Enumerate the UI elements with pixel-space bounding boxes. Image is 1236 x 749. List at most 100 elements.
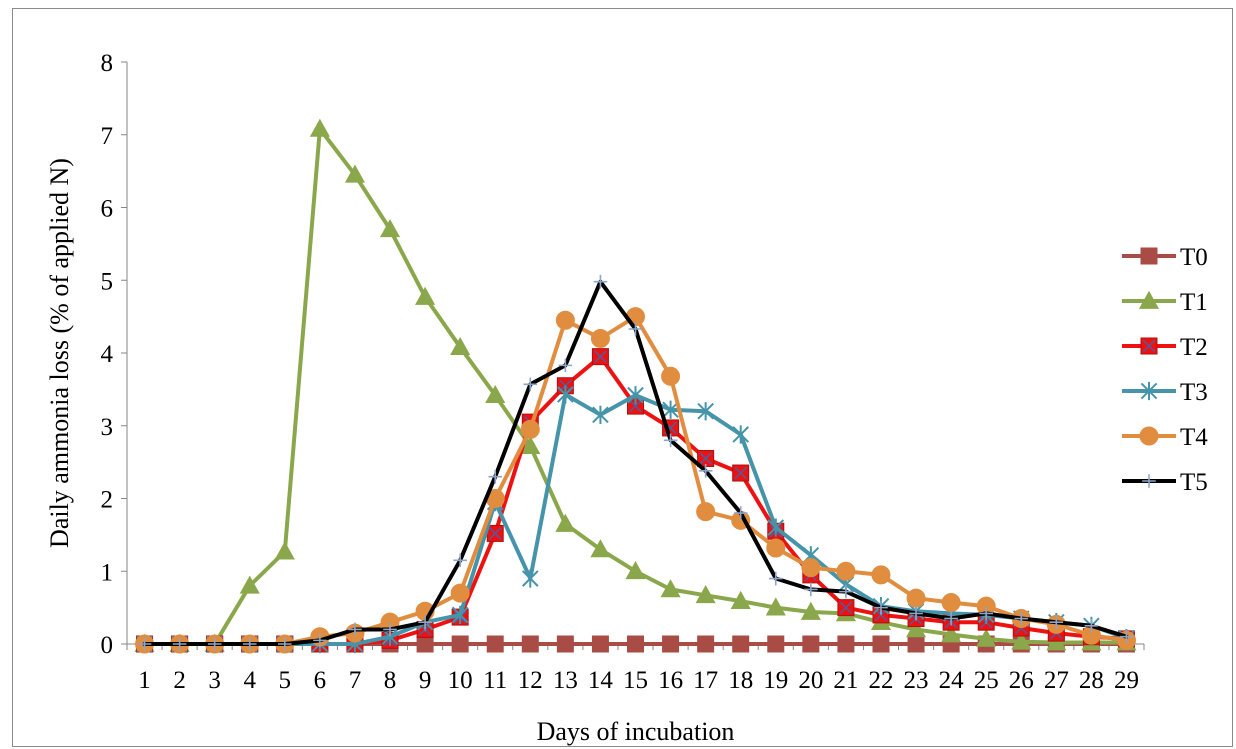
- data-point-T1: [555, 513, 576, 532]
- y-tick-label: 8: [101, 50, 114, 77]
- data-point-T1: [941, 624, 962, 643]
- data-point-T4: [941, 593, 961, 613]
- legend-label: T1: [1180, 289, 1208, 316]
- legend-marker: [1140, 337, 1158, 355]
- x-tick-label: 16: [658, 667, 683, 694]
- data-point-T3: [662, 400, 679, 419]
- data-point-T5: [523, 377, 538, 392]
- data-point-T4: [590, 328, 610, 348]
- data-point-T5: [874, 600, 888, 615]
- data-point-T0: [767, 635, 785, 653]
- data-point-T1: [450, 336, 471, 356]
- data-point-T0: [486, 635, 504, 653]
- legend-label: T2: [1180, 334, 1208, 361]
- legend-item-T3: T3: [1122, 379, 1208, 406]
- data-point-T0: [837, 635, 855, 653]
- legend-label: T0: [1180, 244, 1208, 271]
- x-tick-label: 5: [279, 667, 292, 694]
- data-point-T1: [976, 628, 997, 647]
- data-point-T5: [1049, 615, 1064, 629]
- data-point-T5: [593, 274, 608, 289]
- x-tick-label: 25: [974, 667, 999, 694]
- legend-marker: [1140, 247, 1158, 265]
- x-tick-label: 19: [763, 667, 788, 694]
- x-tick-label: 15: [623, 667, 648, 694]
- data-point-T0: [591, 635, 609, 653]
- x-tick-label: 8: [384, 667, 397, 694]
- data-point-T5: [383, 622, 397, 637]
- legend-item-T2: T2: [1122, 334, 1208, 361]
- data-point-T3: [767, 518, 785, 537]
- x-tick-label: 27: [1044, 667, 1069, 694]
- legend-marker: [1139, 426, 1159, 446]
- data-point-T4: [520, 419, 540, 439]
- legend-marker: [1140, 381, 1158, 401]
- x-tick-label: 28: [1079, 667, 1104, 694]
- data-point-T4: [836, 561, 856, 581]
- x-tick-label: 18: [728, 667, 753, 694]
- data-point-T5: [768, 571, 783, 586]
- data-point-T5: [558, 358, 573, 373]
- data-point-T5: [242, 637, 257, 651]
- data-point-T5: [909, 606, 923, 621]
- data-point-T5: [137, 637, 152, 651]
- data-point-T5: [1014, 611, 1029, 626]
- data-point-T5: [348, 622, 362, 637]
- data-point-T1: [239, 575, 260, 594]
- data-point-T1: [415, 286, 436, 305]
- legend-item-T1: T1: [1122, 289, 1208, 316]
- data-point-T3: [521, 569, 539, 588]
- data-point-T0: [556, 635, 574, 653]
- data-point-T5: [418, 615, 432, 629]
- data-point-T2: [486, 524, 504, 542]
- data-point-T5: [1084, 619, 1099, 633]
- data-point-T0: [662, 635, 680, 653]
- data-point-T1: [344, 164, 365, 183]
- data-point-T5: [1119, 629, 1134, 644]
- legend-item-T4: T4: [1122, 424, 1208, 451]
- data-point-T1: [1011, 631, 1032, 650]
- data-point-T5: [944, 611, 958, 626]
- legend-label: T3: [1180, 379, 1208, 406]
- data-point-T1: [274, 541, 295, 560]
- series-T4: [135, 307, 1136, 654]
- x-tick-label: 29: [1114, 667, 1139, 694]
- data-point-T4: [450, 583, 470, 603]
- data-point-T1: [485, 384, 506, 404]
- data-point-T3: [732, 425, 750, 444]
- data-point-T0: [907, 635, 925, 653]
- x-tick-label: 1: [138, 667, 151, 694]
- x-tick-label: 12: [518, 667, 543, 694]
- data-point-T4: [906, 588, 926, 608]
- data-point-T5: [698, 464, 713, 478]
- y-tick-label: 7: [101, 123, 114, 150]
- data-point-T1: [660, 579, 681, 598]
- data-point-T1: [590, 539, 611, 558]
- data-point-T1: [695, 585, 716, 604]
- data-point-T0: [521, 635, 539, 653]
- data-point-T3: [697, 402, 714, 421]
- data-point-T4: [801, 558, 821, 578]
- x-tick-label: 2: [173, 667, 186, 694]
- data-point-T2: [591, 348, 609, 366]
- series-group: [134, 118, 1137, 654]
- data-point-T0: [451, 635, 469, 653]
- y-tick-label: 3: [101, 414, 114, 441]
- data-point-T0: [416, 635, 434, 653]
- data-point-T4: [555, 310, 575, 330]
- x-tick-label: 20: [798, 667, 823, 694]
- x-tick-label: 13: [553, 667, 578, 694]
- data-point-T0: [872, 635, 890, 653]
- series-T5: [137, 274, 1134, 651]
- legend: T0 T1 T2 T3 T4 T5: [1122, 244, 1208, 496]
- data-point-T3: [557, 385, 574, 404]
- data-point-T5: [278, 637, 292, 651]
- data-point-T5: [979, 606, 993, 621]
- data-point-T4: [766, 538, 786, 558]
- data-point-T1: [379, 219, 401, 238]
- legend-label: T4: [1180, 424, 1208, 451]
- data-point-T3: [451, 605, 469, 625]
- legend-marker: [1142, 474, 1156, 488]
